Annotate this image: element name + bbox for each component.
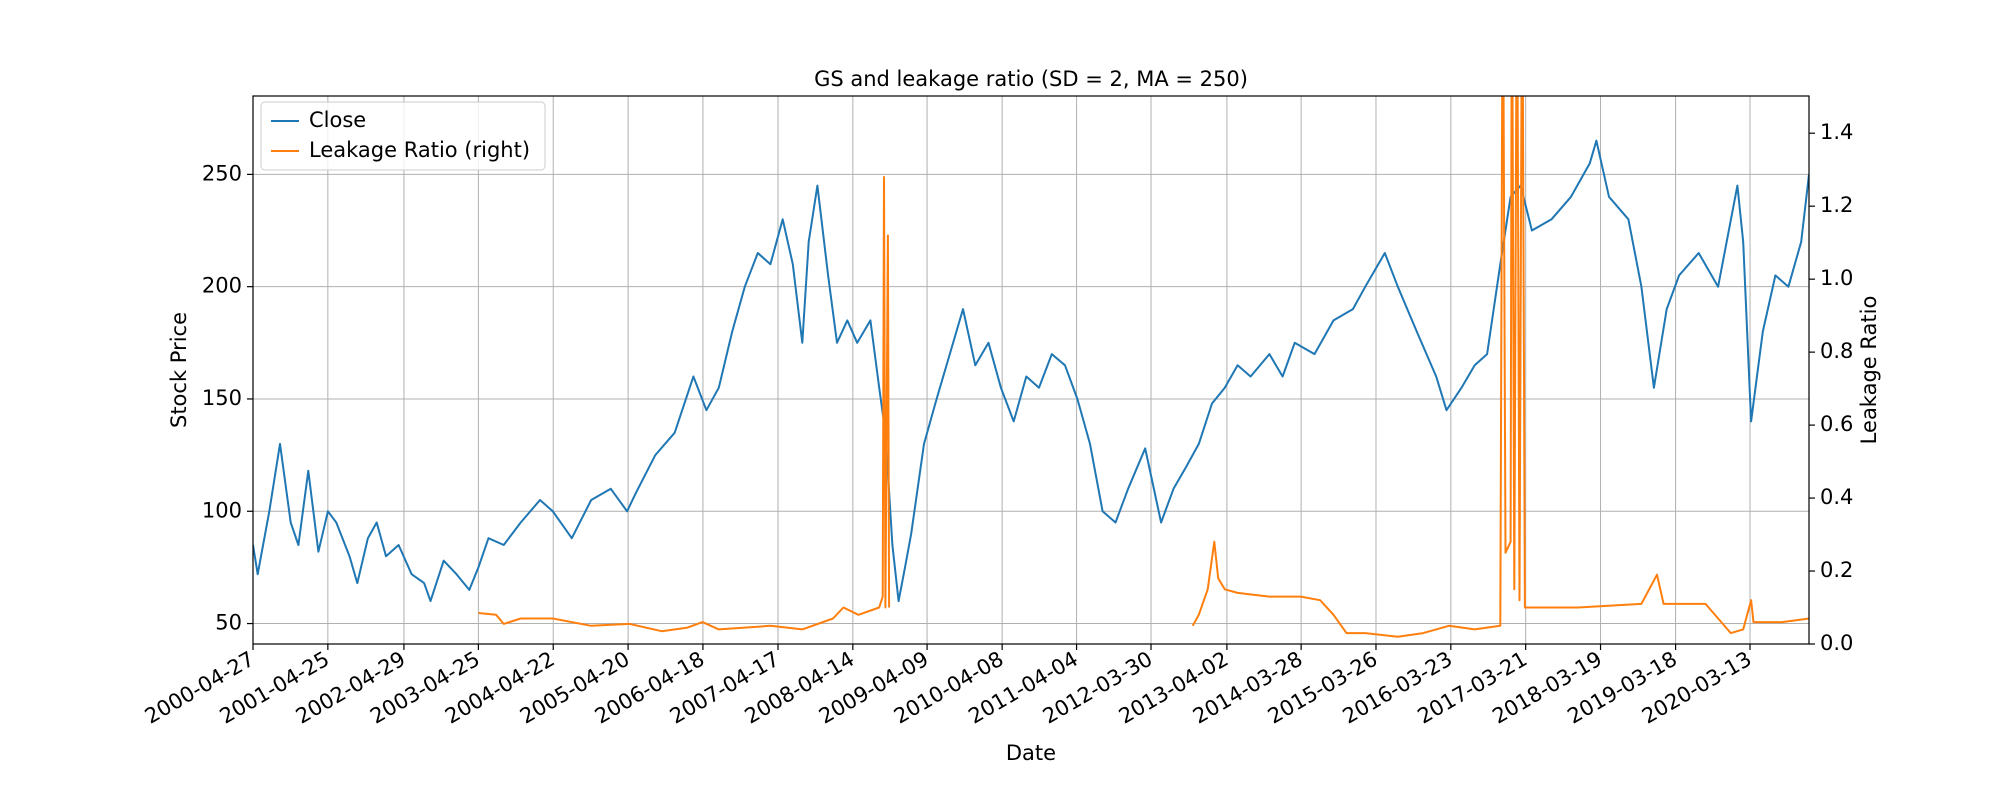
legend-box [260,101,546,171]
y2-tick-label: 0.6 [1820,412,1853,436]
chart-title: GS and leakage ratio (SD = 2, MA = 250) [814,67,1248,91]
legend-label: Leakage Ratio (right) [309,138,530,162]
y2-axis-label: Leakage Ratio [1857,296,1881,445]
legend: Close Leakage Ratio (right) [260,101,546,171]
y-tick-label: 200 [202,274,242,298]
y2-tick-label: 1.4 [1820,120,1853,144]
y2-tick-label: 1.2 [1820,193,1853,217]
axes-frame [252,95,1810,645]
y2-tick-label: 0.4 [1820,485,1853,509]
y-tick-label: 150 [202,386,242,410]
y2-tick-label: 0.2 [1820,558,1853,582]
plot-area [253,96,1809,638]
y2-tick-label: 0.0 [1820,631,1853,655]
series-line [478,96,1809,638]
x-axis-label: Date [1006,741,1056,765]
grid: 2000-04-272001-04-252002-04-292003-04-25… [141,96,1853,729]
y-tick-label: 50 [215,611,242,635]
y2-tick-label: 1.0 [1820,266,1853,290]
y-tick-label: 100 [202,498,242,522]
y-tick-label: 250 [202,161,242,185]
series-line [253,139,1809,603]
legend-label: Close [309,108,366,132]
y2-tick-label: 0.8 [1820,339,1853,363]
y-axis-label: Stock Price [167,312,191,428]
